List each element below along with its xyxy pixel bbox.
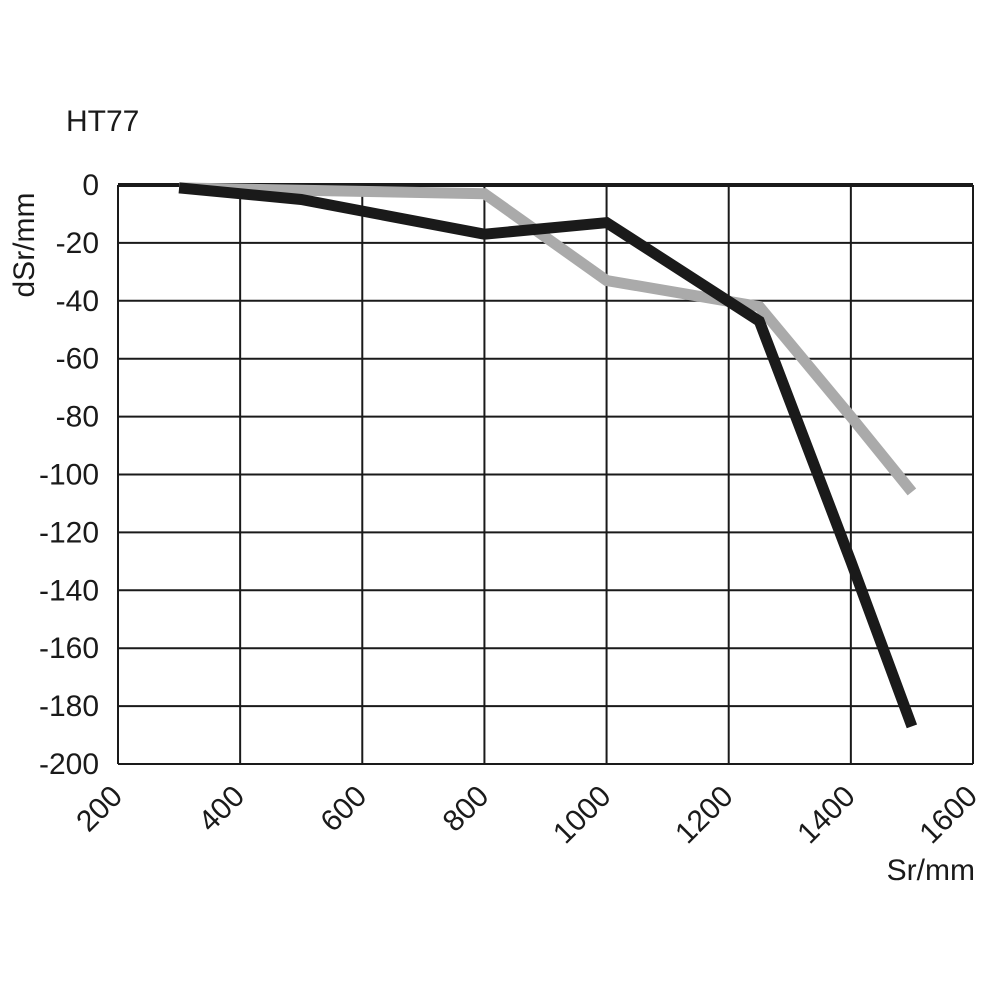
- x-tick-label-7: 1600: [913, 780, 984, 851]
- x-tick-label-0: 200: [70, 780, 129, 839]
- y-tick-label-7: -140: [39, 574, 99, 607]
- x-tick-label-2: 600: [315, 780, 374, 839]
- x-tick-label-4: 1000: [547, 780, 618, 851]
- y-tick-label-10: -200: [39, 748, 99, 781]
- series-lines: [178, 182, 918, 729]
- x-tick-label-6: 1400: [791, 780, 862, 851]
- x-tick-label-5: 1200: [669, 780, 740, 851]
- x-tick-labels: 200 400 600 800 1000 1200 1400 1600: [70, 780, 984, 851]
- grid-lines: [117, 183, 974, 765]
- y-tick-label-0: 0: [82, 169, 99, 202]
- y-tick-label-9: -180: [39, 690, 99, 723]
- y-tick-label-4: -80: [56, 401, 99, 434]
- series-line-1: [178, 182, 918, 729]
- x-axis-label: Sr/mm: [887, 854, 975, 887]
- y-tick-label-5: -100: [39, 459, 99, 492]
- y-tick-label-2: -40: [56, 285, 99, 318]
- y-tick-labels: 0 -20 -40 -60 -80 -100 -120 -140 -160 -180 -200: [39, 169, 99, 781]
- x-tick-label-1: 400: [192, 780, 251, 839]
- y-tick-label-3: -60: [56, 343, 99, 376]
- y-tick-label-8: -160: [39, 632, 99, 665]
- chart-title: HT77: [66, 105, 139, 138]
- y-tick-label-1: -20: [56, 227, 99, 260]
- series-line-2: [178, 182, 917, 496]
- y-tick-label-6: -120: [39, 516, 99, 549]
- x-tick-label-3: 800: [437, 780, 496, 839]
- y-axis-label: dSr/mm: [8, 193, 41, 298]
